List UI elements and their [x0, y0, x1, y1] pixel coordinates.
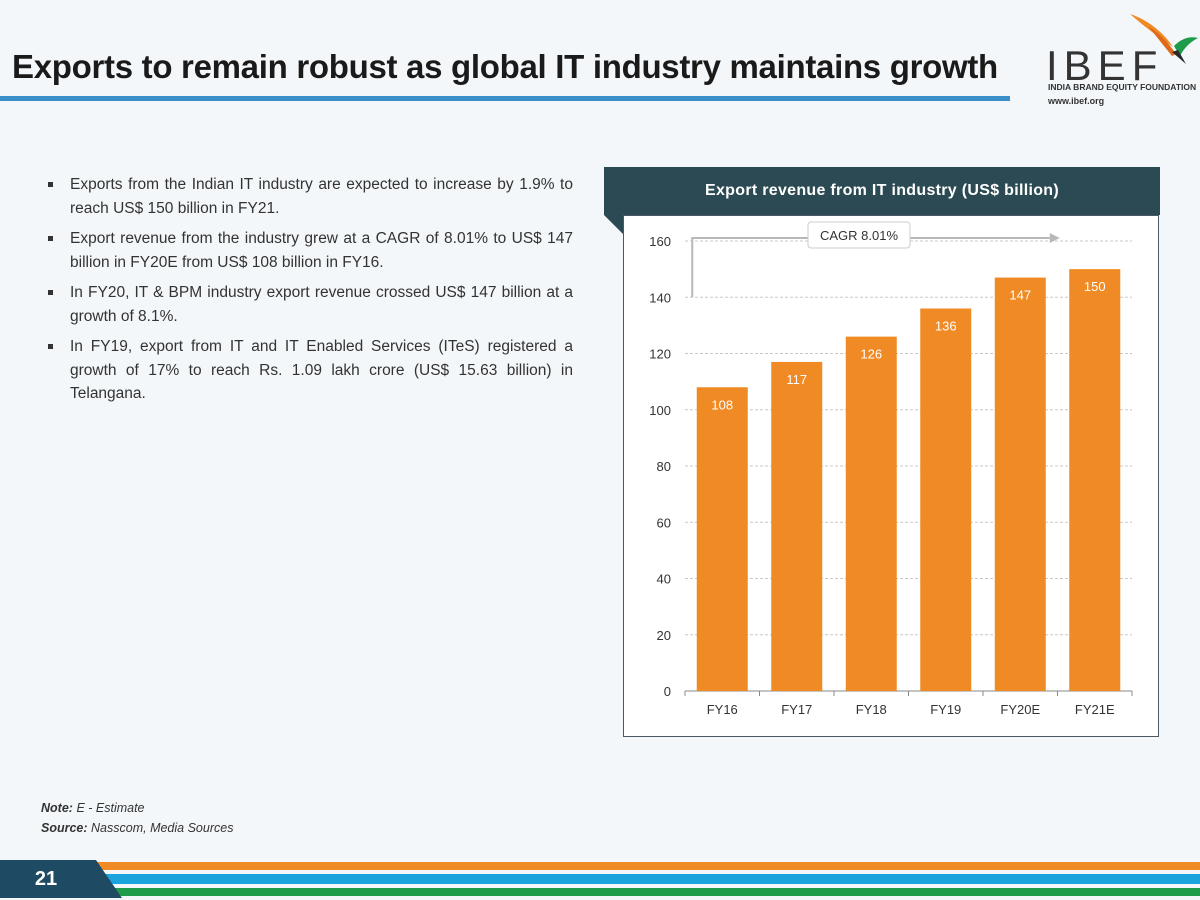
- page-number: 21: [34, 867, 58, 890]
- footer-orange-bar: [92, 862, 1200, 870]
- bullet-item: Exports from the Indian IT industry are …: [46, 173, 573, 220]
- note-text: E - Estimate: [76, 801, 145, 815]
- ibef-logo: IBEF INDIA BRAND EQUITY FOUNDATION www.i…: [1040, 12, 1200, 108]
- bar: [1069, 269, 1121, 691]
- header-fold-decoration: [604, 215, 623, 234]
- bar: [920, 308, 972, 691]
- bar: [994, 277, 1046, 691]
- bar-value-label: 108: [711, 397, 733, 412]
- x-tick-label: FY18: [856, 702, 887, 717]
- bar-value-label: 147: [1009, 288, 1031, 303]
- footer-green-bar: [108, 888, 1200, 896]
- source-label: Source:: [41, 821, 88, 835]
- cagr-arrow-line: [691, 237, 1050, 298]
- chart-title: Export revenue from IT industry (US$ bil…: [604, 167, 1160, 215]
- bar-chart: 0 20 40 60 80 100 120 140 160 108 FY16 117 FY17 126 FY…: [649, 221, 1133, 717]
- bullet-item: In FY20, IT & BPM industry export revenu…: [46, 281, 573, 328]
- x-tick-label: FY16: [707, 702, 738, 717]
- y-tick-label: 0: [664, 684, 671, 699]
- note-line: Note: E - Estimate: [41, 798, 233, 818]
- footnotes: Note: E - Estimate Source: Nasscom, Medi…: [41, 798, 233, 838]
- source-line: Source: Nasscom, Media Sources: [41, 818, 233, 838]
- x-tick-label: FY19: [930, 702, 961, 717]
- chart-panel: 0 20 40 60 80 100 120 140 160 108 FY16 117 FY17 126 FY…: [623, 215, 1159, 737]
- bullet-item: In FY19, export from IT and IT Enabled S…: [46, 335, 573, 406]
- bar-value-label: 150: [1084, 279, 1106, 294]
- bird-logo-icon: [1130, 14, 1198, 64]
- logo-subtitle: INDIA BRAND EQUITY FOUNDATION: [1048, 82, 1197, 92]
- cagr-arrow-head: [1049, 233, 1060, 243]
- cagr-label-box: [807, 221, 911, 249]
- y-tick-label: 20: [657, 628, 671, 643]
- page-number-tab: [0, 860, 122, 898]
- bullet-item: Export revenue from the industry grew at…: [46, 227, 573, 274]
- source-text: Nasscom, Media Sources: [91, 821, 234, 835]
- x-tick-label: FY20E: [1000, 702, 1040, 717]
- logo-url: www.ibef.org: [1048, 96, 1105, 106]
- bar-value-label: 136: [935, 319, 957, 334]
- y-tick-label: 140: [649, 290, 671, 305]
- bar: [696, 387, 748, 691]
- bar-value-label: 117: [786, 372, 807, 387]
- x-tick-label: FY17: [781, 702, 812, 717]
- y-tick-label: 60: [657, 515, 671, 530]
- footer-blue-bar: [100, 874, 1200, 884]
- y-tick-label: 160: [649, 234, 671, 249]
- x-tick-label: FY21E: [1075, 702, 1115, 717]
- slide-title: Exports to remain robust as global IT in…: [12, 48, 998, 85]
- logo-wordmark: IBEF: [1046, 42, 1164, 89]
- footer-bars: [0, 860, 1200, 898]
- y-tick-label: 120: [649, 347, 671, 362]
- y-tick-label: 80: [657, 459, 671, 474]
- bar: [845, 336, 897, 691]
- bullet-list: Exports from the Indian IT industry are …: [46, 173, 573, 413]
- note-label: Note:: [41, 801, 73, 815]
- y-tick-label: 40: [657, 572, 671, 587]
- bar-value-label: 126: [860, 347, 882, 362]
- title-underline: [0, 96, 1010, 101]
- y-tick-label: 100: [649, 403, 671, 418]
- cagr-label: CAGR 8.01%: [820, 228, 898, 243]
- bar: [771, 361, 823, 691]
